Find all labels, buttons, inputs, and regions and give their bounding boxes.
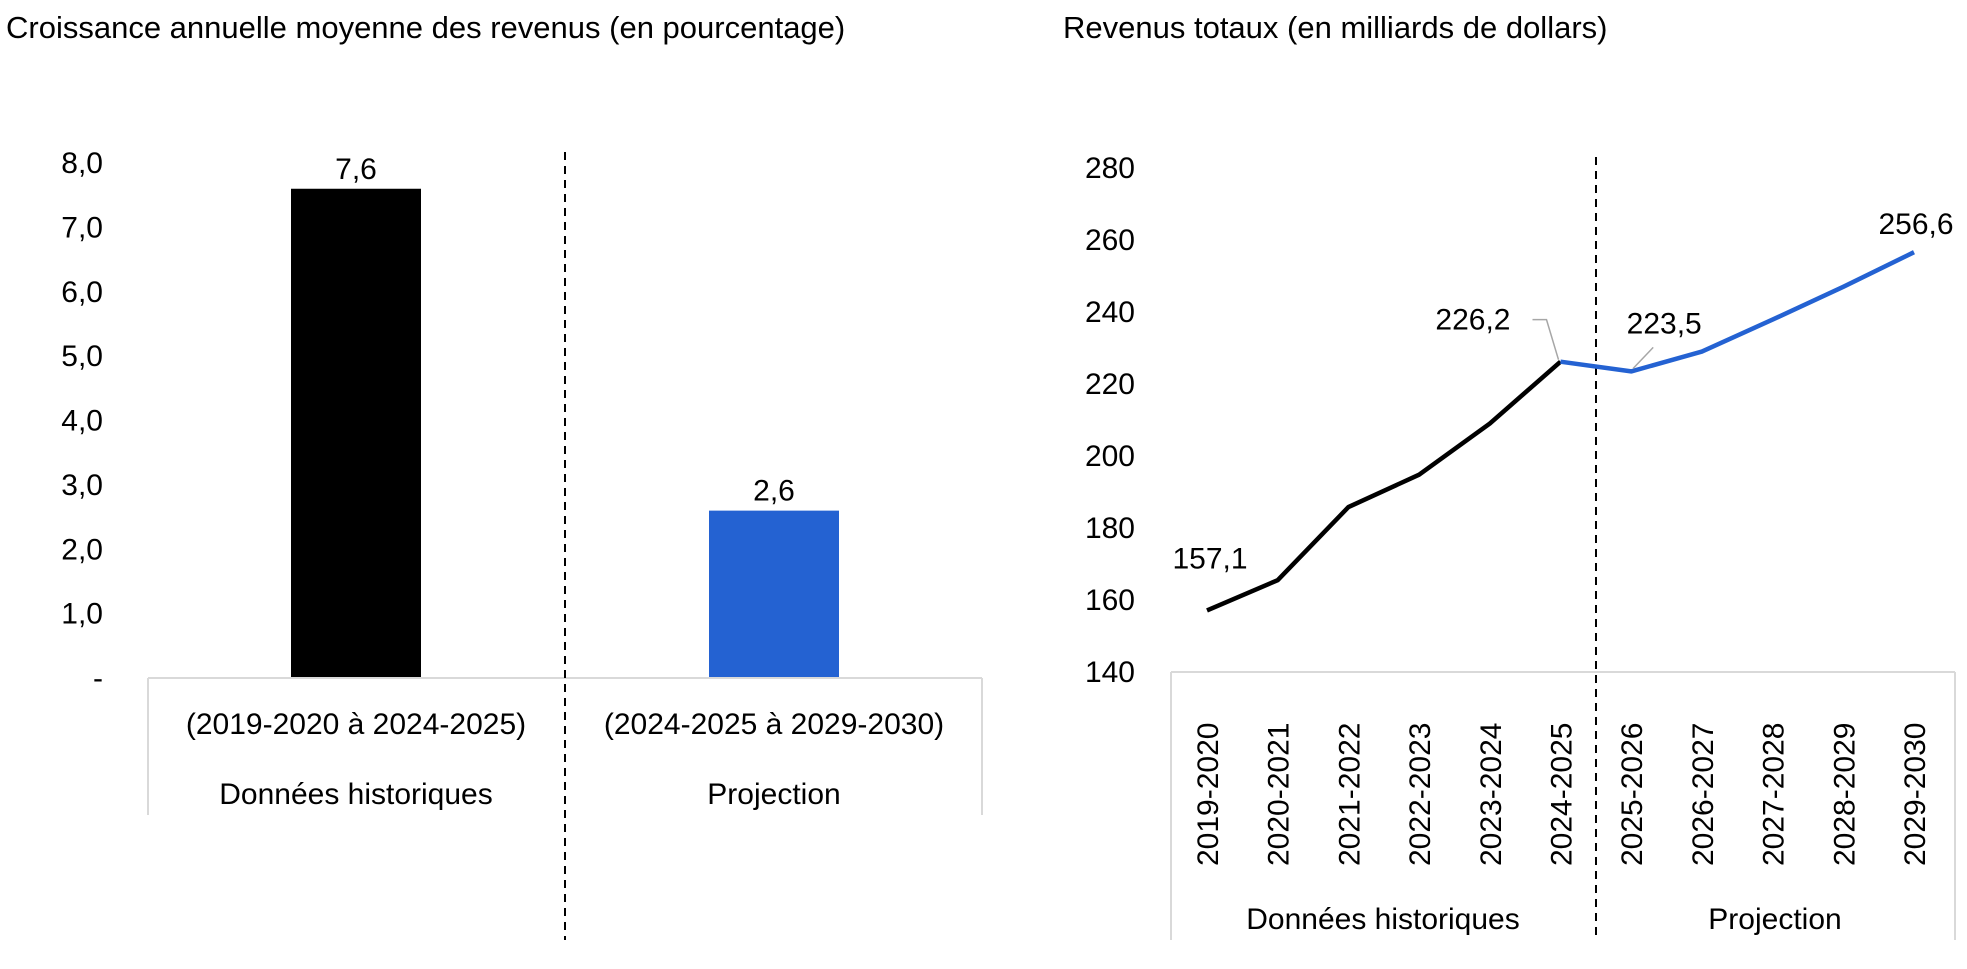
bar-value-label: 7,6: [335, 153, 377, 186]
annotation-leader-line: [1532, 318, 1560, 360]
x-tick-label: 2023-2024: [1475, 723, 1508, 866]
group-label: Projection: [1708, 903, 1841, 936]
group-label: Données historiques: [219, 778, 493, 811]
bar: [291, 188, 421, 678]
bar-value-label: 2,6: [753, 475, 795, 508]
data-label: 256,6: [1878, 208, 1953, 241]
x-tick-label: 2028-2029: [1828, 723, 1861, 866]
data-label: 157,1: [1172, 542, 1247, 575]
group-label: Données historiques: [1246, 903, 1520, 936]
x-tick-label: 2020-2021: [1263, 723, 1296, 866]
y-tick-label: 3,0: [61, 469, 103, 502]
series-line: [1560, 250, 1915, 374]
data-label: 223,5: [1627, 307, 1702, 340]
y-tick-label: 180: [1085, 512, 1135, 545]
y-tick-label: 160: [1085, 584, 1135, 617]
y-tick-label: 7,0: [61, 211, 103, 244]
x-tick-label: 2026-2027: [1687, 723, 1720, 866]
y-tick-label: 5,0: [61, 340, 103, 373]
x-tick-label: 2019-2020: [1192, 723, 1225, 866]
y-tick-label: 280: [1085, 152, 1135, 185]
y-tick-label: 8,0: [61, 147, 103, 180]
category-label: (2024-2025 à 2029-2030): [604, 708, 944, 741]
y-tick-label: 220: [1085, 368, 1135, 401]
y-tick-label: 6,0: [61, 276, 103, 309]
y-tick-label: 1,0: [61, 598, 103, 631]
x-tick-label: 2022-2023: [1404, 723, 1437, 866]
y-tick-label: -: [93, 662, 103, 695]
bar: [709, 510, 839, 678]
line-chart-title: Revenus totaux (en milliards de dollars): [1063, 10, 1608, 45]
data-label: 226,2: [1435, 304, 1510, 337]
x-tick-label: 2025-2026: [1616, 723, 1649, 866]
group-label: Projection: [707, 778, 840, 811]
x-tick-label: 2024-2025: [1546, 723, 1579, 866]
bar-chart-title: Croissance annuelle moyenne des revenus …: [6, 10, 846, 45]
category-label: (2019-2020 à 2024-2025): [186, 708, 526, 741]
y-tick-label: 240: [1085, 296, 1135, 329]
annotation-leader-line: [1632, 346, 1654, 369]
y-tick-label: 200: [1085, 440, 1135, 473]
y-tick-label: 260: [1085, 224, 1135, 257]
series-line: [1206, 360, 1562, 613]
x-tick-label: 2027-2028: [1758, 723, 1791, 866]
x-tick-label: 2021-2022: [1333, 723, 1366, 866]
y-tick-label: 140: [1085, 656, 1135, 689]
y-tick-label: 4,0: [61, 405, 103, 438]
line-chart: 140 160 180 200 220 240 260 280 2019-2020 2020-20…: [1085, 152, 1956, 940]
bar-chart: - 1,0 2,0 3,0 4,0 5,0 6,0 7,0 8,0 7,6 2,6 (2019-202…: [61, 147, 983, 940]
x-tick-label: 2029-2030: [1899, 723, 1932, 866]
y-tick-label: 2,0: [61, 533, 103, 566]
